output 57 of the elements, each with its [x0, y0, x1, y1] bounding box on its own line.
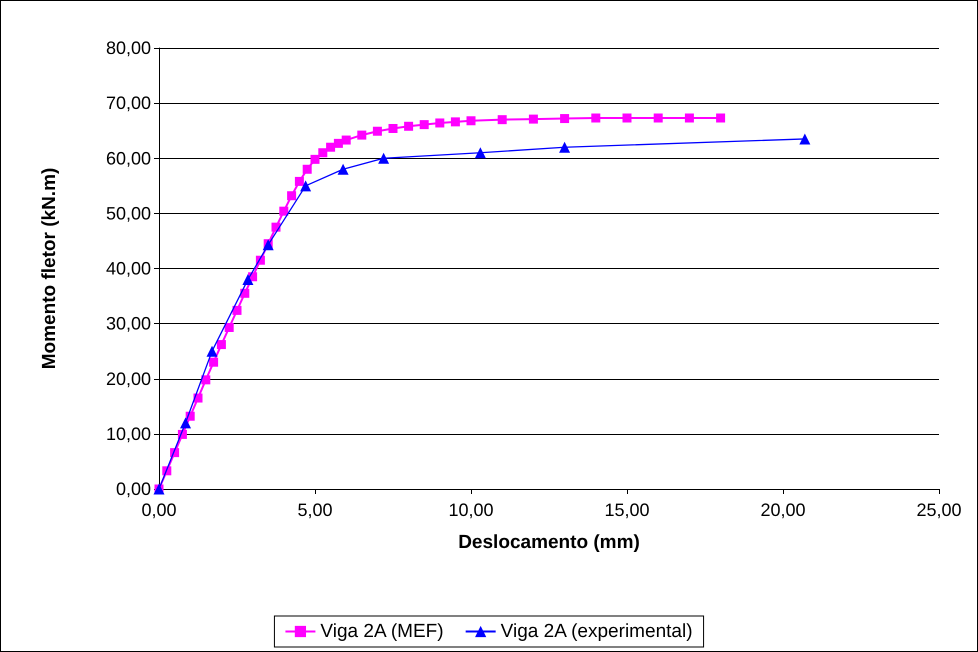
point [279, 206, 288, 216]
point [216, 340, 226, 350]
point [300, 180, 312, 192]
x-axis-title: Deslocamento (mm) [458, 532, 640, 553]
legend-label: Viga 2A (MEF) [320, 621, 444, 642]
y-tick-label: 30,00 [106, 314, 151, 334]
point [716, 114, 726, 123]
point [326, 142, 336, 152]
point [498, 115, 507, 124]
x-tick-label: 20,00 [760, 500, 806, 520]
y-tick-label: 20,00 [106, 368, 151, 389]
point [372, 126, 382, 136]
point [466, 116, 476, 126]
x-tick-label: 0,00 [141, 500, 177, 520]
point [201, 375, 210, 384]
point [450, 117, 460, 126]
point [342, 136, 351, 145]
point [318, 148, 328, 158]
point [242, 274, 254, 286]
point [404, 122, 414, 131]
point [357, 130, 366, 140]
point [622, 114, 632, 123]
point [591, 114, 600, 123]
y-axis-title: Momento fletor (kN.m) [39, 168, 60, 370]
point [378, 152, 390, 164]
y-tick-label: 40,00 [106, 258, 151, 278]
point [388, 124, 398, 133]
point [435, 118, 444, 128]
x-tick-label: 15,00 [604, 500, 650, 520]
point [684, 114, 694, 123]
point [232, 306, 242, 315]
x-tick-label: 25,00 [916, 500, 962, 520]
x-tick-label: 10,00 [448, 500, 494, 520]
point [420, 120, 429, 130]
y-tick-label: 80,00 [106, 38, 151, 58]
y-tick-label: 70,00 [106, 93, 151, 114]
point [799, 133, 810, 144]
point [206, 346, 218, 357]
point [559, 142, 570, 153]
y-tick-label: 10,00 [106, 424, 151, 444]
point [528, 114, 538, 124]
point [209, 358, 218, 367]
point [474, 147, 486, 158]
point [338, 164, 349, 175]
x-tick-label: 5,00 [297, 500, 333, 520]
y-tick-label: 50,00 [106, 203, 151, 224]
y-tick-label: 60,00 [106, 148, 151, 168]
point [180, 417, 192, 428]
y-tick-label: 0,00 [116, 479, 151, 499]
point [302, 164, 312, 174]
point [287, 191, 296, 200]
legend-label: Viga 2A (experimental) [500, 621, 693, 642]
point [560, 114, 570, 124]
point [294, 176, 304, 186]
point [654, 114, 663, 123]
point [310, 154, 320, 164]
point [224, 322, 234, 332]
